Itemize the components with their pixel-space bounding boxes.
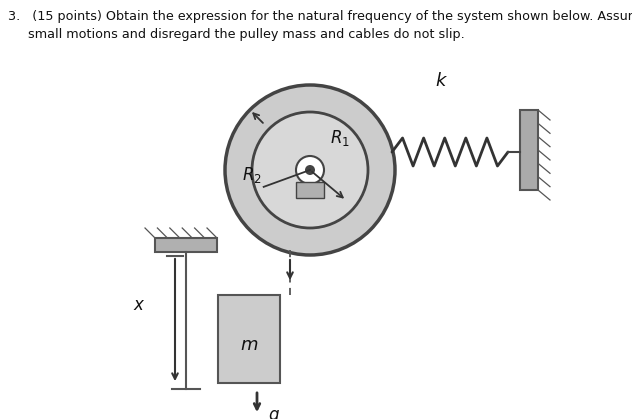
Text: $m$: $m$ (240, 336, 258, 354)
Text: $R_2$: $R_2$ (242, 165, 262, 185)
Circle shape (252, 112, 368, 228)
Text: $R_1$: $R_1$ (330, 128, 350, 148)
Text: $k$: $k$ (435, 72, 449, 90)
Bar (520, 110, 538, 190)
Circle shape (296, 156, 324, 184)
Bar (218, 295, 280, 383)
Text: small motions and disregard the pulley mass and cables do not slip.: small motions and disregard the pulley m… (8, 28, 465, 41)
Bar (296, 182, 324, 198)
Bar (155, 238, 217, 252)
Circle shape (225, 85, 395, 255)
Circle shape (305, 165, 315, 175)
Text: $x$: $x$ (133, 296, 145, 314)
Text: $g$: $g$ (268, 408, 280, 419)
Text: 3.   (15 points) Obtain the expression for the natural frequency of the system s: 3. (15 points) Obtain the expression for… (8, 10, 632, 23)
